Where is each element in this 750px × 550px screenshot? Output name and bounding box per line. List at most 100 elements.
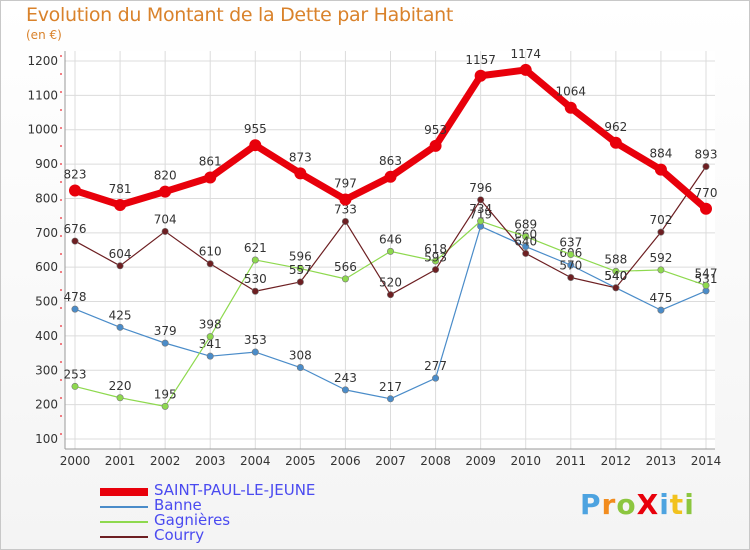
data-point-gagni-res xyxy=(206,333,214,341)
data-point-courry xyxy=(522,249,530,257)
data-point-courry xyxy=(612,284,620,292)
data-label-banne: 308 xyxy=(289,349,312,363)
x-tick-label: 2013 xyxy=(646,454,677,468)
data-point-gagni-res xyxy=(567,250,575,258)
data-point-saint-paul-le-jeune xyxy=(700,202,712,215)
data-label-courry: 893 xyxy=(695,147,718,161)
data-label-saint-paul-le-jeune: 873 xyxy=(289,150,312,164)
data-label-courry: 702 xyxy=(649,213,672,227)
data-point-gagni-res xyxy=(161,402,169,410)
data-point-gagni-res xyxy=(296,265,304,273)
data-point-gagni-res xyxy=(116,394,124,402)
brand-letter: i xyxy=(684,488,695,521)
data-label-courry: 610 xyxy=(199,245,222,259)
data-label-gagni-res: 596 xyxy=(289,250,312,264)
y-tick-label: 400 xyxy=(35,329,58,343)
data-point-saint-paul-le-jeune xyxy=(249,139,262,152)
data-label-courry: 704 xyxy=(154,212,177,226)
data-label-gagni-res: 566 xyxy=(334,260,357,274)
x-tick-label: 2011 xyxy=(556,454,587,468)
data-label-banne: 425 xyxy=(109,308,132,322)
data-point-saint-paul-le-jeune xyxy=(384,170,397,183)
legend-swatch xyxy=(100,488,148,496)
data-point-banne xyxy=(657,306,665,314)
data-point-banne xyxy=(116,323,124,331)
data-point-banne xyxy=(386,395,394,403)
y-tick-label: 600 xyxy=(35,260,58,274)
data-label-banne: 243 xyxy=(334,371,357,385)
data-point-saint-paul-le-jeune xyxy=(204,171,217,184)
y-tick-label: 1200 xyxy=(27,54,58,68)
x-tick-label: 2007 xyxy=(375,454,406,468)
data-point-courry xyxy=(386,291,394,299)
data-point-courry xyxy=(251,287,259,295)
y-tick-label: 700 xyxy=(35,226,58,240)
brand-letter: X xyxy=(636,488,660,521)
data-label-gagni-res: 592 xyxy=(649,251,672,265)
data-point-courry xyxy=(161,227,169,235)
data-label-gagni-res: 621 xyxy=(244,241,267,255)
data-label-saint-paul-le-jeune: 962 xyxy=(604,120,627,134)
data-point-banne xyxy=(71,305,79,313)
data-point-saint-paul-le-jeune xyxy=(609,136,622,149)
x-tick-label: 2001 xyxy=(105,454,136,468)
data-label-saint-paul-le-jeune: 861 xyxy=(199,154,222,168)
brand-logo: ProXiti xyxy=(580,488,695,521)
data-point-courry xyxy=(341,217,349,225)
data-label-gagni-res: 646 xyxy=(379,232,402,246)
data-point-banne xyxy=(341,386,349,394)
data-label-gagni-res: 195 xyxy=(154,387,177,401)
data-label-courry: 733 xyxy=(334,202,357,216)
brand-letter: P xyxy=(580,488,602,521)
data-label-courry: 530 xyxy=(244,272,267,286)
legend-swatch xyxy=(100,521,148,523)
legend-swatch xyxy=(100,506,148,508)
data-point-banne xyxy=(251,348,259,356)
data-point-courry xyxy=(71,237,79,245)
data-point-gagni-res xyxy=(386,247,394,255)
data-point-banne xyxy=(161,339,169,347)
data-label-saint-paul-le-jeune: 823 xyxy=(64,168,87,182)
data-point-courry xyxy=(432,266,440,274)
data-label-courry: 557 xyxy=(289,263,312,277)
data-point-courry xyxy=(116,262,124,270)
x-tick-label: 2003 xyxy=(195,454,226,468)
x-tick-label: 2014 xyxy=(691,454,722,468)
data-point-gagni-res xyxy=(341,275,349,283)
data-point-saint-paul-le-jeune xyxy=(429,139,442,152)
data-label-banne: 379 xyxy=(154,324,177,338)
x-tick-label: 2004 xyxy=(240,454,271,468)
data-point-banne xyxy=(296,364,304,372)
y-tick-label: 1100 xyxy=(27,88,58,102)
y-tick-label: 800 xyxy=(35,191,58,205)
data-point-courry xyxy=(296,278,304,286)
data-label-banne: 277 xyxy=(424,359,447,373)
brand-letter: i xyxy=(659,488,670,521)
data-label-courry: 540 xyxy=(604,269,627,283)
brand-letter: r xyxy=(601,488,617,521)
data-label-saint-paul-le-jeune: 955 xyxy=(244,122,267,136)
data-label-courry: 604 xyxy=(109,247,132,261)
x-tick-label: 2012 xyxy=(601,454,632,468)
data-label-courry: 593 xyxy=(424,251,447,265)
data-label-banne: 478 xyxy=(64,290,87,304)
data-point-gagni-res xyxy=(432,257,440,265)
data-point-saint-paul-le-jeune xyxy=(654,163,667,176)
data-point-gagni-res xyxy=(477,217,485,225)
data-point-saint-paul-le-jeune xyxy=(519,63,532,76)
y-tick-label: 200 xyxy=(35,398,58,412)
data-point-saint-paul-le-jeune xyxy=(474,69,487,82)
y-tick-label: 900 xyxy=(35,157,58,171)
data-label-courry: 796 xyxy=(469,181,492,195)
data-point-saint-paul-le-jeune xyxy=(114,198,127,211)
data-label-banne: 217 xyxy=(379,380,402,394)
data-point-banne xyxy=(206,352,214,360)
data-label-courry: 676 xyxy=(64,222,87,236)
data-label-banne: 719 xyxy=(469,207,492,221)
data-label-gagni-res: 253 xyxy=(64,367,87,381)
data-label-saint-paul-le-jeune: 820 xyxy=(154,169,177,183)
data-point-courry xyxy=(206,260,214,268)
data-point-gagni-res xyxy=(522,233,530,241)
brand-letter: o xyxy=(616,488,637,521)
y-tick-label: 300 xyxy=(35,363,58,377)
